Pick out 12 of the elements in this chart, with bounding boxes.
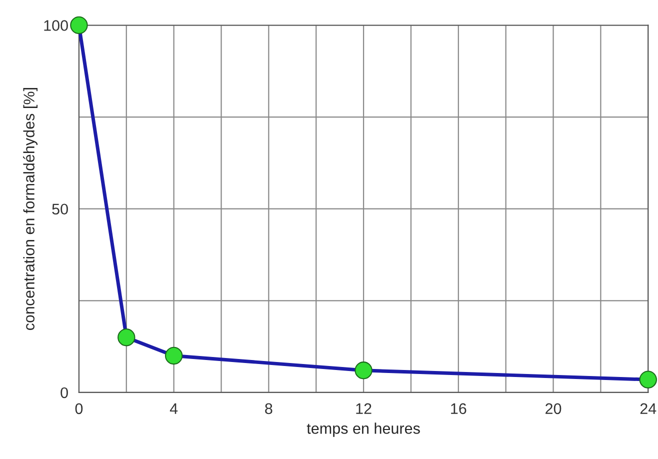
x-tick-label: 8 xyxy=(265,403,272,414)
x-tick-label: 12 xyxy=(356,403,372,414)
x-tick-label: 4 xyxy=(170,403,178,414)
x-tick-label: 20 xyxy=(546,403,562,414)
y-tick-label: 100 xyxy=(44,20,68,31)
x-tick-label: 16 xyxy=(451,403,466,414)
y-axis-title: concentration en formaldéhydes [%] xyxy=(23,88,38,330)
y-tick-label: 50 xyxy=(52,204,68,215)
x-tick-label: 24 xyxy=(640,403,656,414)
x-tick-label: 0 xyxy=(75,403,83,414)
x-axis-title: temps en heures xyxy=(306,422,420,437)
y-tick-label: 0 xyxy=(60,387,68,398)
